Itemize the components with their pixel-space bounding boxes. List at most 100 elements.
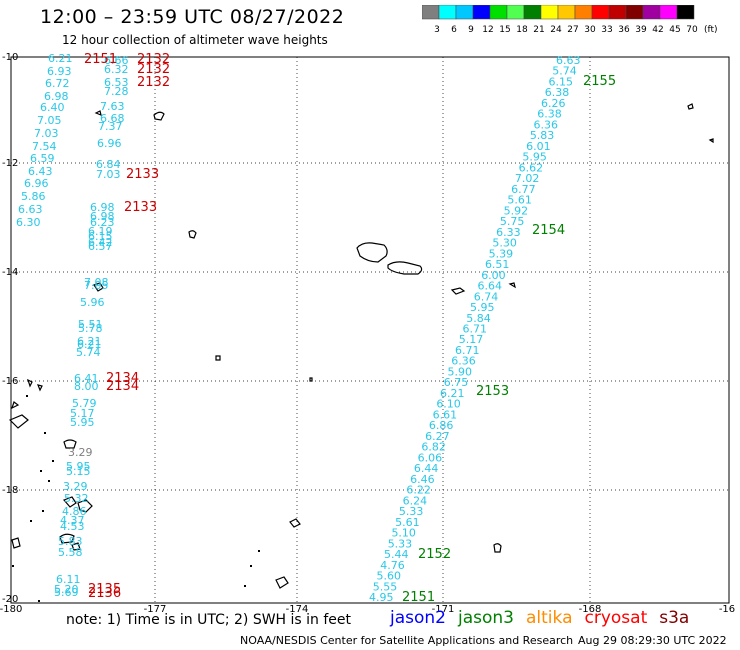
lon-axis-labels: -180 -177 -174 -171 -168 -16: [0, 604, 735, 615]
track-id-label: 2132: [137, 75, 170, 90]
wave-height-value: 7.05: [37, 114, 62, 127]
land-outlines: [8, 103, 714, 589]
wave-height-value: 6.21: [77, 335, 102, 348]
wave-height-value: 6.75: [444, 376, 469, 389]
wave-height-value: 5.20: [54, 583, 79, 596]
wave-height-value: 5.83: [58, 535, 83, 548]
wave-height-value: 6.32: [104, 63, 129, 76]
wave-height-value: 6.00: [481, 269, 506, 282]
satellite-legend: jason2 jason3 altika cryosat s3a: [390, 608, 701, 628]
wave-height-value: 5.86: [21, 190, 46, 203]
lon-label: -168: [579, 604, 602, 615]
wave-height-value: 6.66: [104, 54, 129, 67]
wave-height-value: 6.84: [96, 158, 121, 171]
minerva-reef-2: [289, 518, 301, 528]
wave-height-value: 5.78: [78, 322, 103, 335]
haapai-island-2: [77, 499, 93, 513]
wave-height-value: 5.75: [500, 215, 525, 228]
savaii-island: [356, 242, 388, 263]
tutuila-island: [450, 287, 466, 295]
colorbar-label: 15: [499, 25, 510, 35]
wave-height-value: 6.40: [40, 101, 65, 114]
satellite-jason3: jason3: [458, 608, 514, 628]
wave-height-value: 5.15: [66, 465, 91, 478]
wave-height-value: 6.71: [455, 344, 480, 357]
lat-label: -12: [2, 158, 18, 169]
wave-height-value: 6.10: [436, 398, 461, 411]
wave-height-value: 6.24: [403, 494, 428, 507]
satellite-cryosat: cryosat: [584, 608, 648, 628]
wave-height-value: 6.51: [485, 258, 510, 271]
page-subtitle: 12 hour collection of altimeter wave hei…: [62, 33, 328, 47]
track-id-label: 2151: [402, 590, 435, 605]
wave-height-value: 7.03: [34, 127, 59, 140]
wave-height-value: 6.61: [433, 408, 458, 421]
wave-height-value: 6.57: [88, 240, 113, 253]
track-id-label: 2133: [126, 167, 159, 182]
colorbar-swatch: [676, 5, 695, 20]
wave-height-value: 5.58: [58, 546, 83, 559]
lon-label: -180: [0, 604, 22, 615]
wave-height-value: 5.17: [70, 407, 95, 420]
wave-height-value: 6.98: [90, 210, 115, 223]
wave-height-value: 6.63: [18, 203, 43, 216]
satellite-s3a: s3a: [659, 608, 690, 628]
swains-island: [508, 282, 516, 289]
page-title: 12:00 – 23:59 UTC 08/27/2022: [40, 6, 345, 28]
wallis-island: [188, 230, 197, 239]
wave-height-value: 7.54: [32, 140, 57, 153]
wave-height-value: 5.39: [489, 247, 514, 260]
wave-height-value: 5.95: [66, 460, 91, 473]
wave-height-value: 6.15: [549, 75, 574, 88]
wave-height-value: 5.32: [64, 492, 89, 505]
wave-height-value: 6.64: [477, 280, 502, 293]
wave-height-value: 6.46: [410, 473, 435, 486]
wave-height-value: 5.95: [522, 151, 547, 164]
colorbar-label: 18: [516, 25, 528, 35]
wave-height-value: 3.29: [68, 446, 93, 459]
wave-height-value: 5.92: [504, 204, 529, 217]
satellite-jason2: jason2: [390, 608, 446, 628]
wave-height-value: 6.86: [429, 419, 454, 432]
track-id-label: 2132: [137, 62, 170, 77]
colorbar: 3 6 9 12 15 18 21 24 27 30 33 36 39 42 45 70 (ft): [422, 5, 718, 35]
footer-credit: NOAA/NESDIS Center for Satellite Applica…: [240, 634, 574, 647]
lau-island-4: [26, 378, 33, 388]
wave-height-value: 4.76: [380, 559, 405, 572]
wave-height-value: 7.28: [104, 85, 129, 98]
wave-height-value: 6.59: [30, 152, 55, 165]
small-islet-310: [309, 377, 313, 382]
footer-timestamp: Aug 29 08:29:30 UTC 2022: [578, 634, 727, 647]
wave-height-value: 6.21: [48, 52, 73, 65]
wave-height-value: 5.79: [72, 397, 97, 410]
wave-height-value: 5.17: [459, 333, 484, 346]
wave-height-value: 6.77: [511, 183, 536, 196]
wave-height-value: 6.27: [425, 430, 450, 443]
wave-height-value: 6.22: [406, 484, 431, 497]
vavau-island: [63, 439, 77, 449]
lon-label: -171: [432, 604, 455, 615]
fiji-lau-3: [11, 537, 21, 549]
wave-height-value: 7.03: [96, 168, 121, 181]
wave-height-value: 6.41: [74, 372, 99, 385]
wave-height-value: 6.96: [97, 137, 122, 150]
lon-label: -174: [286, 604, 309, 615]
colorbar-label: 9: [468, 25, 474, 35]
wave-height-value: 6.36: [451, 355, 476, 368]
colorbar-label: 21: [533, 25, 544, 35]
wave-height-value: 5.96: [80, 296, 105, 309]
wave-height-value: 5.84: [466, 312, 491, 325]
colorbar-label: 42: [652, 25, 663, 35]
colorbar-label: 33: [601, 25, 612, 35]
wave-height-value: 6.71: [463, 323, 488, 336]
wave-height-value: 7.37: [98, 120, 123, 133]
wave-height-value: 5.33: [399, 505, 424, 518]
upolu-island: [387, 261, 423, 275]
wave-height-value: 6.23: [90, 216, 115, 229]
wave-height-value: 4.95: [369, 591, 394, 604]
colorbar-label: 12: [482, 25, 493, 35]
haapai-island-1: [62, 496, 77, 508]
futuna-island: [153, 111, 165, 121]
wave-height-value: 5.69: [54, 586, 79, 599]
wave-height-value: 6.11: [56, 573, 81, 586]
